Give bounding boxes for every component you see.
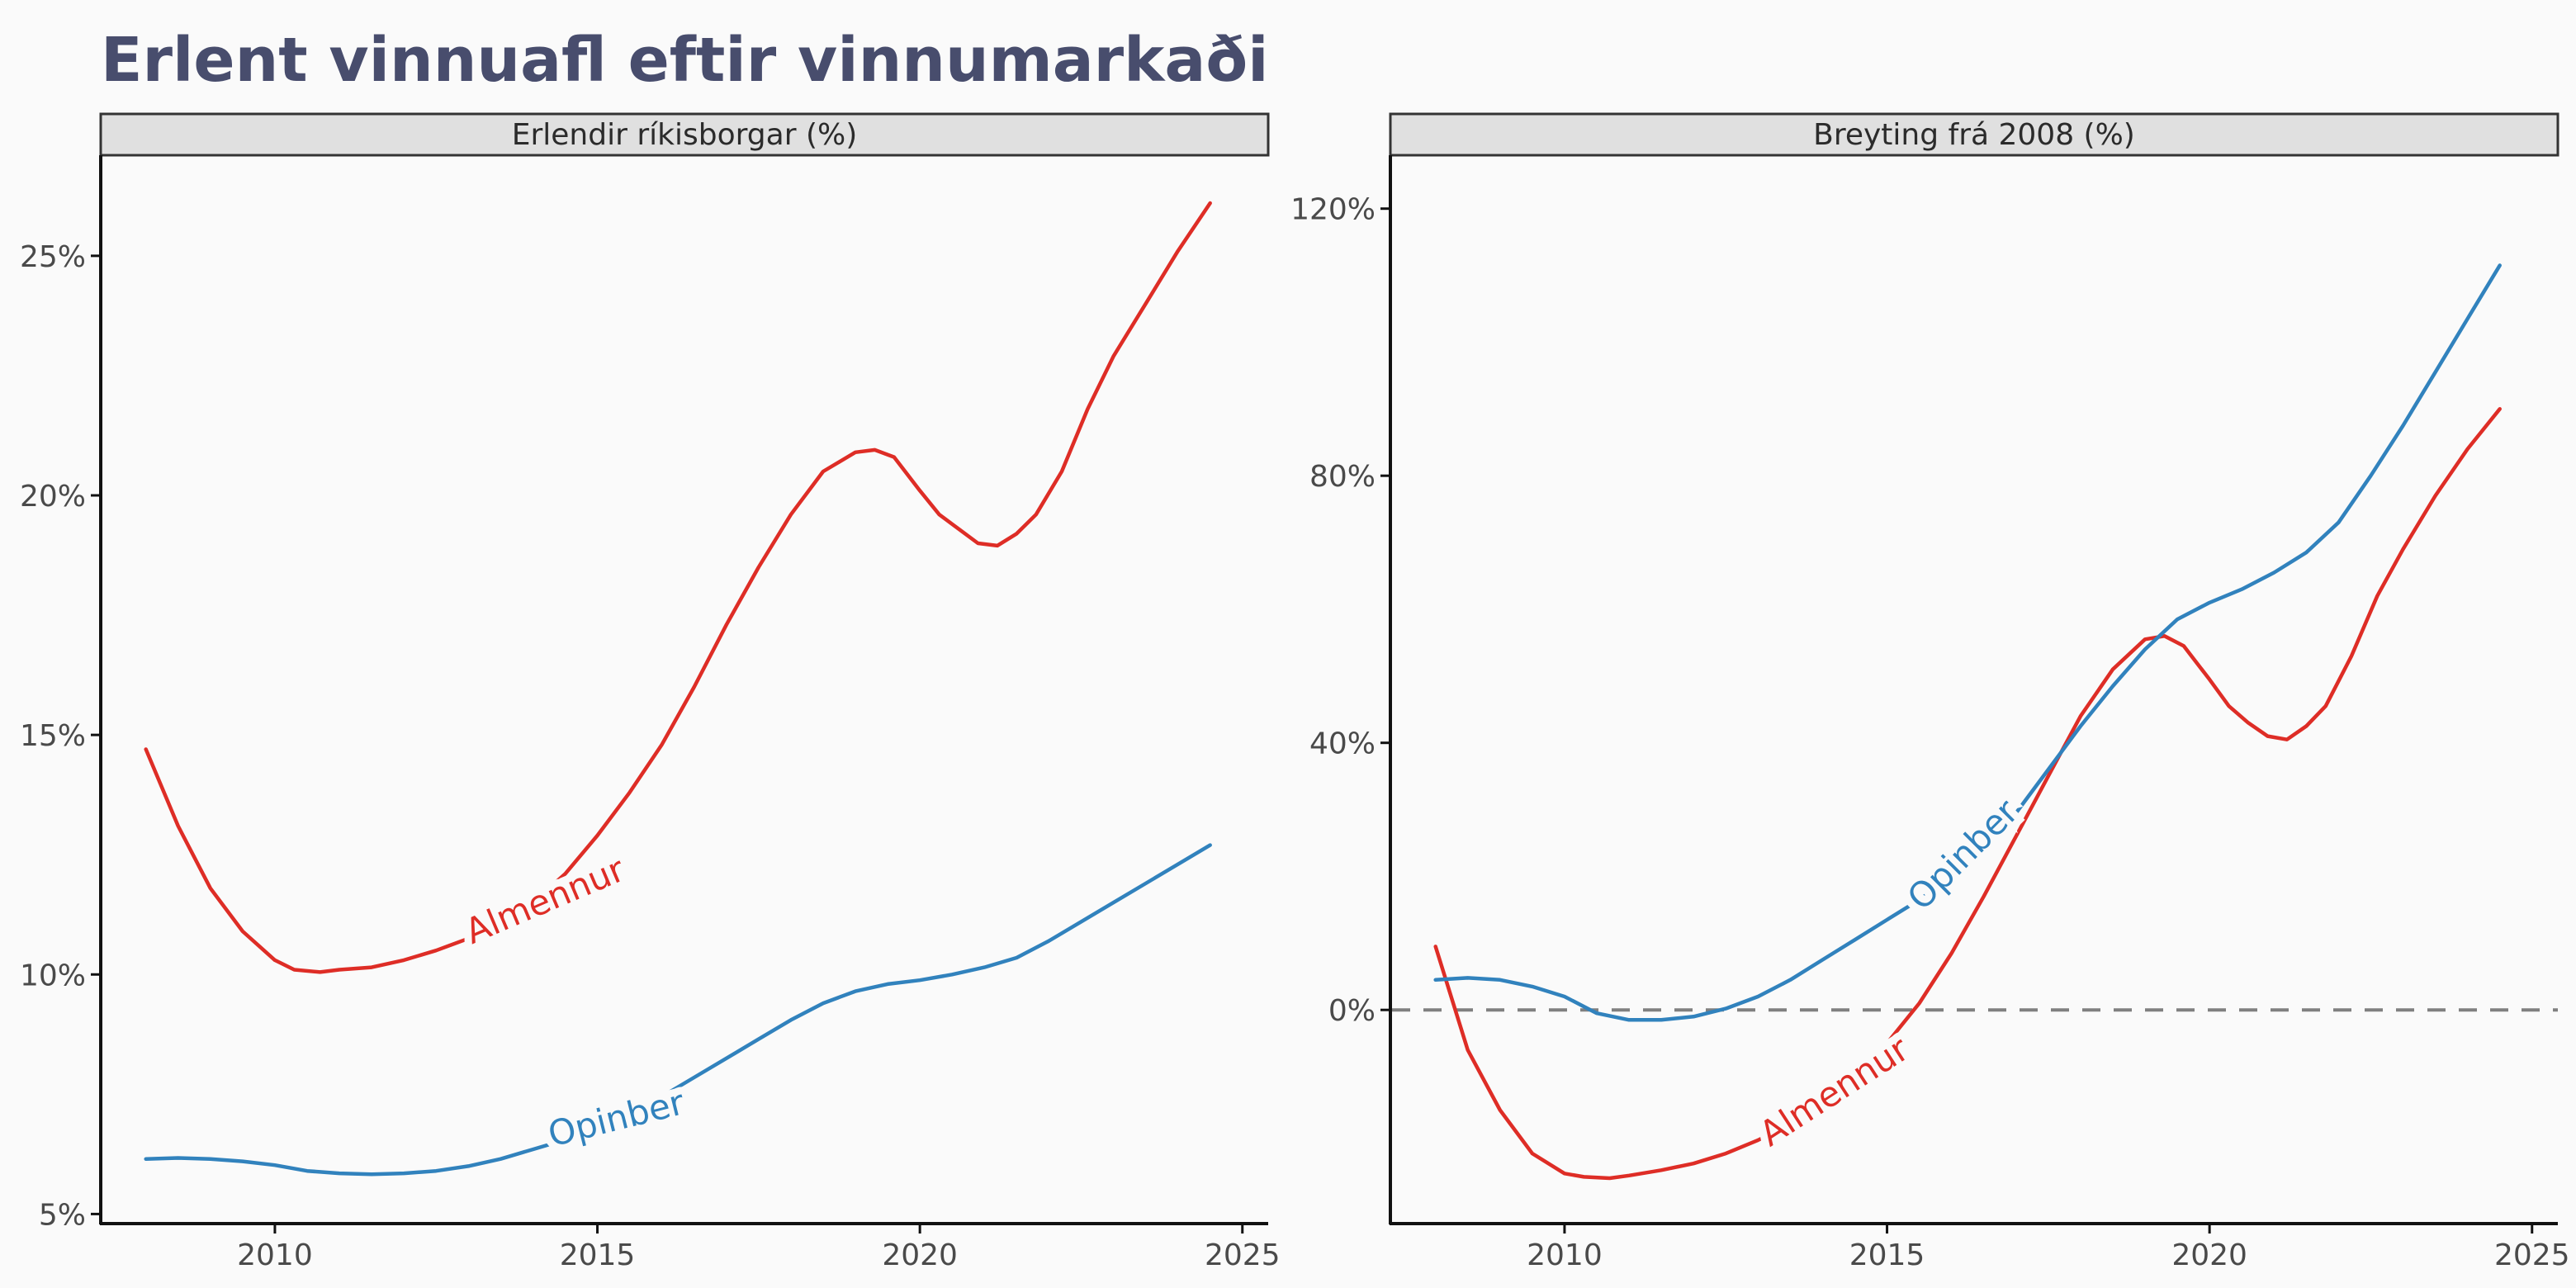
strip-label: Erlendir ríkisborgar (%) xyxy=(512,118,858,152)
series-line-opinber xyxy=(1433,263,2502,1022)
y-tick-label: 40% xyxy=(1309,727,1376,761)
series-line-almennur xyxy=(144,201,1212,974)
chart-title: Erlent vinnuafl eftir vinnumarkaði xyxy=(101,25,1269,96)
x-tick-label: 2020 xyxy=(2171,1238,2247,1272)
y-tick-label: 20% xyxy=(20,480,86,514)
left-panel: Erlendir ríkisborgar (%) 5% 10% 15% 20% 25% 20… xyxy=(20,112,1281,1272)
series-label-opinber: Opinber xyxy=(544,1082,689,1154)
y-tick-label: 0% xyxy=(1328,994,1376,1028)
x-tick-label: 2010 xyxy=(1527,1238,1603,1272)
x-tick-label: 2010 xyxy=(237,1238,313,1272)
strip-header xyxy=(1389,112,2559,157)
x-tick-label: 2015 xyxy=(560,1238,636,1272)
series-label-almennur: Almennur xyxy=(459,849,631,952)
x-tick-label: 2015 xyxy=(1849,1238,1925,1272)
x-tick-label: 2025 xyxy=(2494,1238,2570,1272)
x-tick-label: 2020 xyxy=(882,1238,958,1272)
series-line-opinber xyxy=(144,843,1212,1177)
y-tick-label: 25% xyxy=(20,240,86,274)
x-tick-label: 2025 xyxy=(1205,1238,1281,1272)
strip-header xyxy=(99,112,1270,157)
y-tick-label: 10% xyxy=(20,959,86,992)
y-tick-label: 15% xyxy=(20,719,86,753)
y-tick-label: 80% xyxy=(1309,460,1376,494)
y-tick-label: 120% xyxy=(1290,193,1376,227)
right-panel: Breyting frá 2008 (%) 0% 40% 80% 120% 2010 201… xyxy=(1290,112,2570,1272)
strip-label: Breyting frá 2008 (%) xyxy=(1813,118,2135,152)
series-line-almennur xyxy=(1433,407,2502,1181)
y-tick-label: 5% xyxy=(39,1198,86,1232)
series-label-almennur: Almennur xyxy=(1752,1028,1916,1154)
